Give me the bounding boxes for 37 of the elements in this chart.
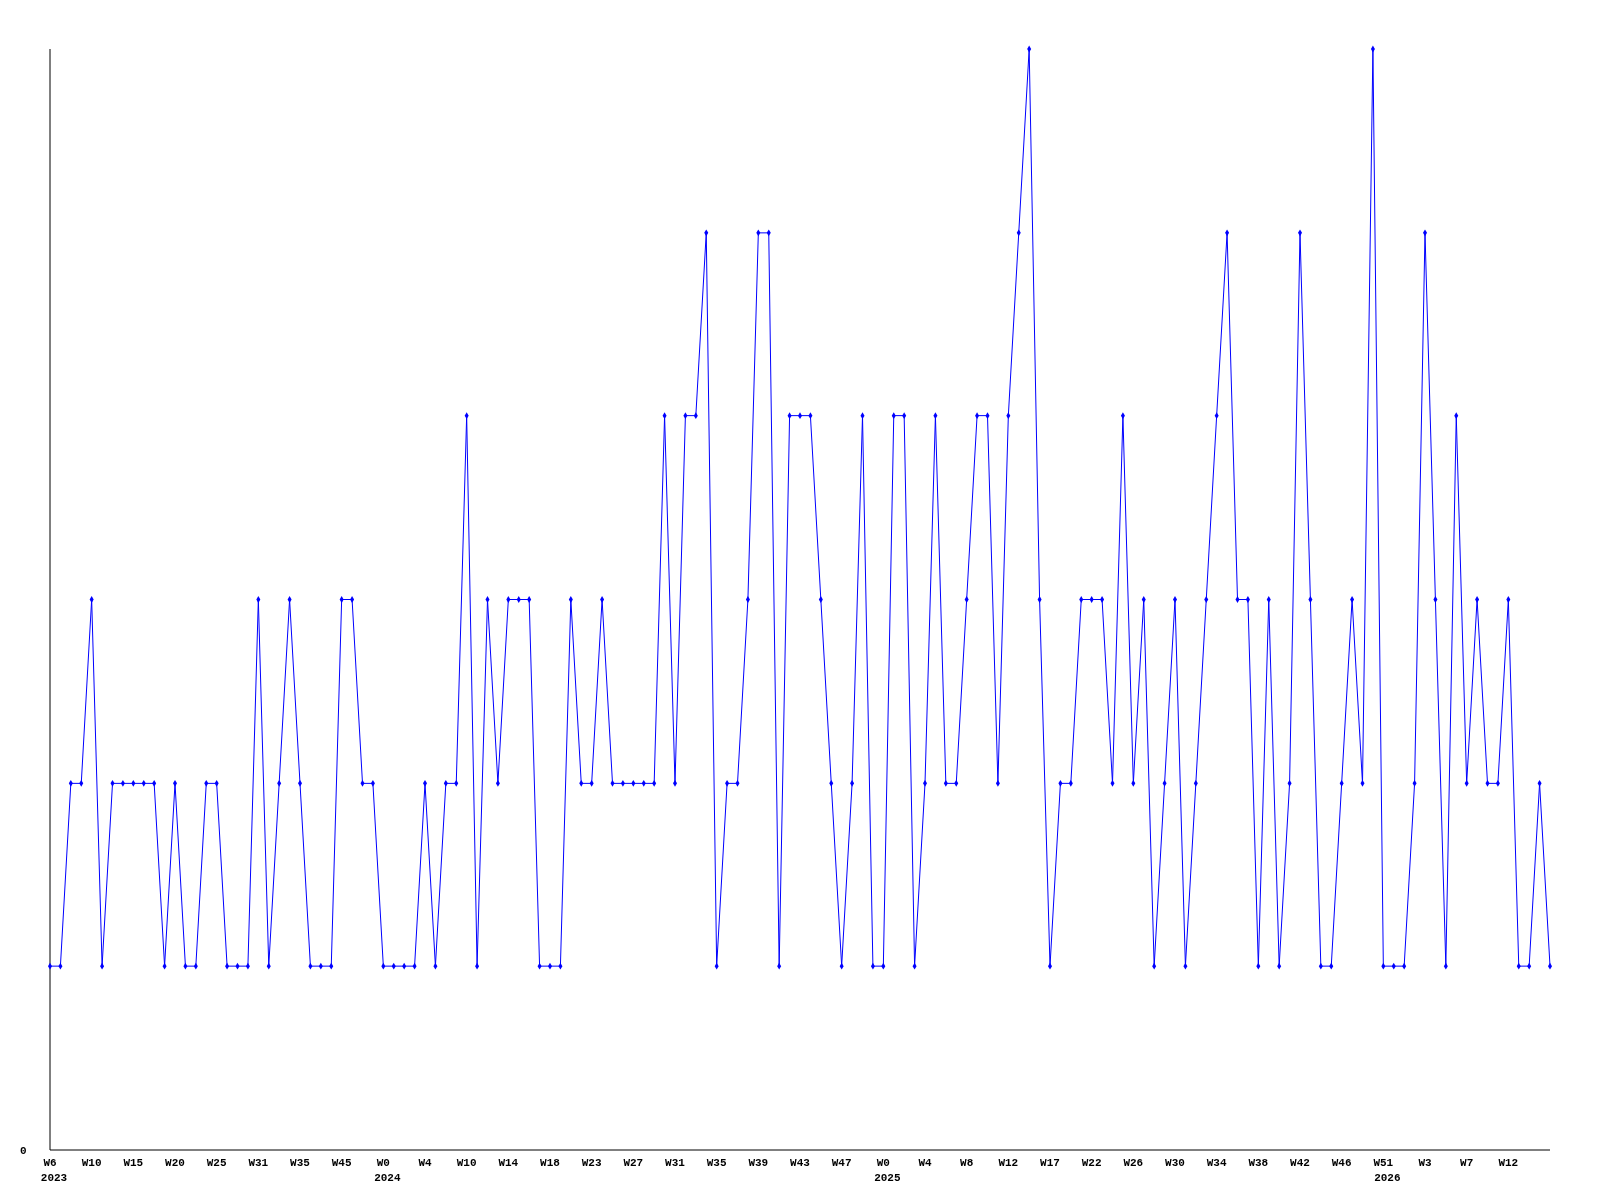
x-tick-label: W45 bbox=[331, 1157, 352, 1169]
x-tick-label: W42 bbox=[1290, 1157, 1310, 1169]
x-tick-label: W8 bbox=[960, 1157, 974, 1169]
x-tick-label: W7 bbox=[1460, 1157, 1474, 1169]
x-tick-label: W0 2024 bbox=[374, 1157, 401, 1184]
x-tick-label: W4 bbox=[418, 1157, 432, 1169]
text: 0 bbox=[20, 1145, 27, 1157]
x-tick-label: W35 bbox=[706, 1157, 727, 1169]
x-tick-label: W51 2026 bbox=[1373, 1157, 1401, 1184]
x-tick-label: W3 bbox=[1418, 1157, 1432, 1169]
x-tick-label: W22 bbox=[1081, 1157, 1102, 1169]
x-tick-label: W25 bbox=[206, 1157, 227, 1169]
x-tick-label: W23 bbox=[581, 1157, 602, 1169]
x-tick-label: W4 bbox=[918, 1157, 932, 1169]
x-tick-label: W38 bbox=[1248, 1157, 1269, 1169]
x-tick-label: W20 bbox=[165, 1157, 185, 1169]
x-tick-label: W12 bbox=[998, 1157, 1019, 1169]
x-tick-label: W43 bbox=[790, 1157, 811, 1169]
x-tick-label: W10 bbox=[456, 1157, 477, 1169]
x-tick-label: W18 bbox=[540, 1157, 561, 1169]
x-tick-label: W6 2023 bbox=[40, 1157, 68, 1184]
x-tick-label: W30 bbox=[1165, 1157, 1185, 1169]
x-tick-label: W17 bbox=[1040, 1157, 1060, 1169]
x-tick-label: W10 bbox=[81, 1157, 102, 1169]
x-tick-label: W47 bbox=[831, 1157, 852, 1169]
x-tick-label: W0 2025 bbox=[874, 1157, 901, 1184]
x-tick-label: W14 bbox=[498, 1157, 519, 1169]
x-tick-label: W26 bbox=[1123, 1157, 1144, 1169]
x-tick-label: W27 bbox=[623, 1157, 644, 1169]
x-tick-label: W31 bbox=[665, 1157, 686, 1169]
x-tick-label: W39 bbox=[748, 1157, 769, 1169]
x-tick-label: W34 bbox=[1206, 1157, 1227, 1169]
x-tick-label: W46 bbox=[1331, 1157, 1352, 1169]
x-tick-label: W15 bbox=[123, 1157, 144, 1169]
x-tick-label: W12 bbox=[1498, 1157, 1519, 1169]
x-tick-label: W31 bbox=[248, 1157, 269, 1169]
x-tick-label: W35 bbox=[290, 1157, 311, 1169]
